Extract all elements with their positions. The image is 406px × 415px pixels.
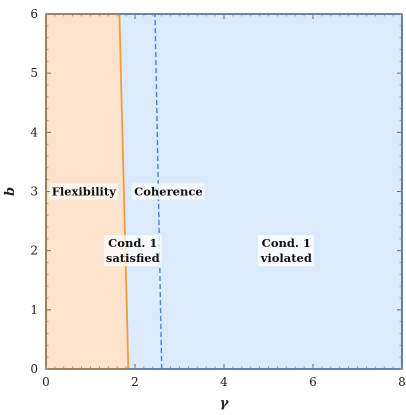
y-tick-label: 6 (30, 7, 38, 21)
region-coherence-fill (46, 14, 402, 369)
y-tick-label: 3 (30, 185, 38, 199)
x-tick-label: 4 (220, 375, 228, 389)
annotation-background (132, 183, 205, 200)
x-tick-label: 6 (309, 375, 317, 389)
region-annotation: Cond. 1 satisfied (106, 236, 160, 265)
x-axis-title: γ (220, 396, 230, 411)
y-tick-label: 2 (30, 244, 38, 258)
annotation-background (257, 235, 314, 267)
y-tick-label: 4 (30, 125, 38, 139)
tick-layer: 0 2 4 6 8 0 1 2 3 4 5 6 (30, 7, 405, 389)
annotation-background (103, 235, 162, 267)
x-tick-label: 0 (42, 375, 50, 389)
region-annotation: Cond. 1 violated (260, 236, 312, 265)
x-tick-label: 8 (398, 375, 406, 389)
region-annotation: Flexibility (52, 185, 117, 199)
y-tick-label: 5 (30, 66, 38, 80)
annotation-layer: Flexibility Coherence Cond. 1 satisfied Cond… (49, 183, 314, 267)
y-axis-title: b (3, 187, 18, 196)
y-tick-label: 0 (30, 362, 38, 376)
annotation-background (49, 183, 119, 200)
y-tick-label: 1 (30, 303, 38, 317)
region-annotation: Coherence (134, 185, 203, 199)
x-tick-label: 2 (131, 375, 139, 389)
